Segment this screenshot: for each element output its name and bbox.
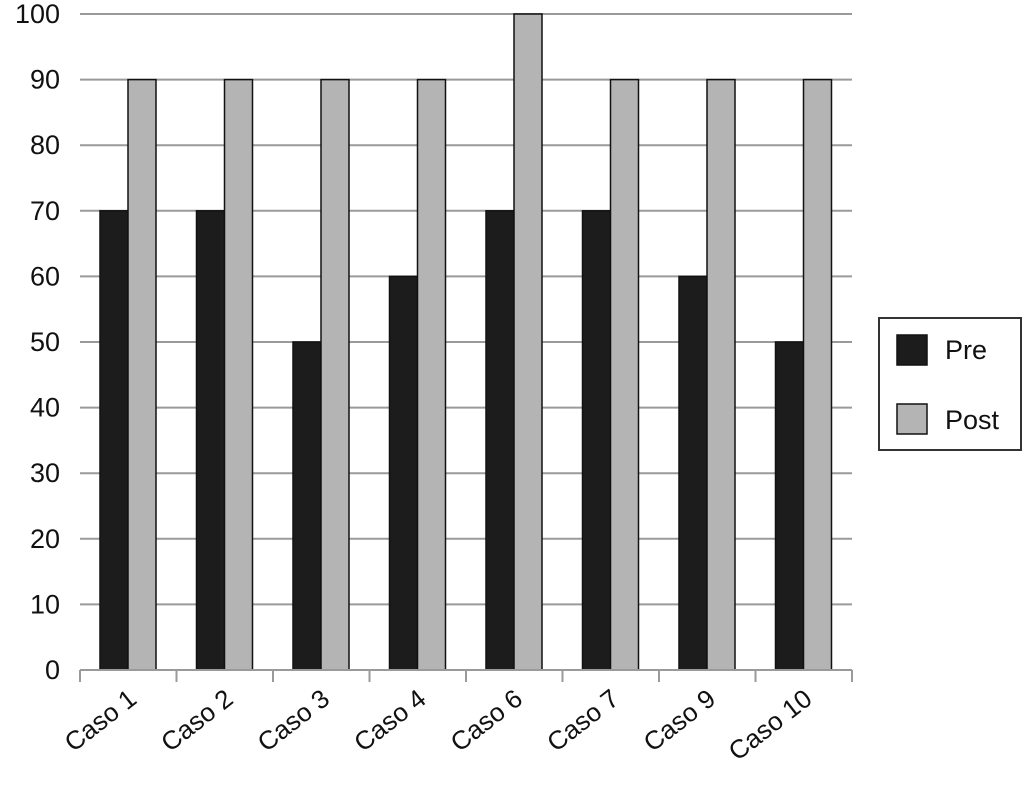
y-tick-label: 40 xyxy=(30,393,60,423)
y-tick-label: 10 xyxy=(30,589,60,619)
y-tick-label: 100 xyxy=(15,0,60,29)
y-tick-label: 30 xyxy=(30,458,60,488)
y-tick-label: 50 xyxy=(30,327,60,357)
legend-swatch-pre xyxy=(896,334,928,366)
bar-post-caso-9 xyxy=(706,78,736,671)
bar-pre-caso-2 xyxy=(195,210,226,671)
x-axis-tick-labels: Caso 1 Caso 2 Caso 3 Caso 4 Caso 6 Caso 7 Caso… xyxy=(59,683,818,766)
bar-pre-caso-10 xyxy=(774,341,805,671)
bar-pre-caso-9 xyxy=(678,275,708,671)
x-axis xyxy=(79,669,853,682)
x-tick-label: Caso 1 xyxy=(59,683,142,757)
x-tick-label: Caso 7 xyxy=(541,683,624,757)
bar-pre-caso-7 xyxy=(581,210,612,671)
bar-pre-caso-6 xyxy=(485,210,515,671)
y-tick-label: 70 xyxy=(30,196,60,226)
legend: Pre Post xyxy=(878,317,1022,451)
legend-label-pre: Pre xyxy=(945,335,987,365)
bar-post-caso-10 xyxy=(802,78,833,671)
bar-post-caso-4 xyxy=(416,78,447,671)
bar-post-caso-1 xyxy=(127,78,157,671)
x-tick-label: Caso 3 xyxy=(252,683,335,757)
y-tick-label: 90 xyxy=(30,65,60,95)
y-tick-label: 80 xyxy=(30,130,60,160)
x-tick-label: Caso 2 xyxy=(155,683,238,757)
y-tick-label: 60 xyxy=(30,261,60,291)
y-tick-label: 20 xyxy=(30,524,60,554)
y-axis-tick-labels: 0 10 20 30 40 50 60 70 80 90 100 xyxy=(15,0,60,685)
bar-post-caso-3 xyxy=(320,78,350,671)
bar-pre-caso-4 xyxy=(388,275,419,671)
bar-pre-caso-3 xyxy=(292,341,322,671)
bar-post-caso-6 xyxy=(513,13,543,671)
y-tick-label: 0 xyxy=(45,655,60,685)
legend-label-post: Post xyxy=(945,405,1000,435)
x-tick-label: Caso 6 xyxy=(445,683,528,757)
bar-post-caso-7 xyxy=(609,78,640,671)
x-tick-label: Caso 9 xyxy=(638,683,721,757)
bar-post-caso-2 xyxy=(223,78,254,671)
legend-swatch-post xyxy=(896,403,928,435)
x-tick-label: Caso 10 xyxy=(723,683,818,766)
bar-pre-caso-1 xyxy=(99,210,129,671)
x-tick-label: Caso 4 xyxy=(348,683,431,757)
